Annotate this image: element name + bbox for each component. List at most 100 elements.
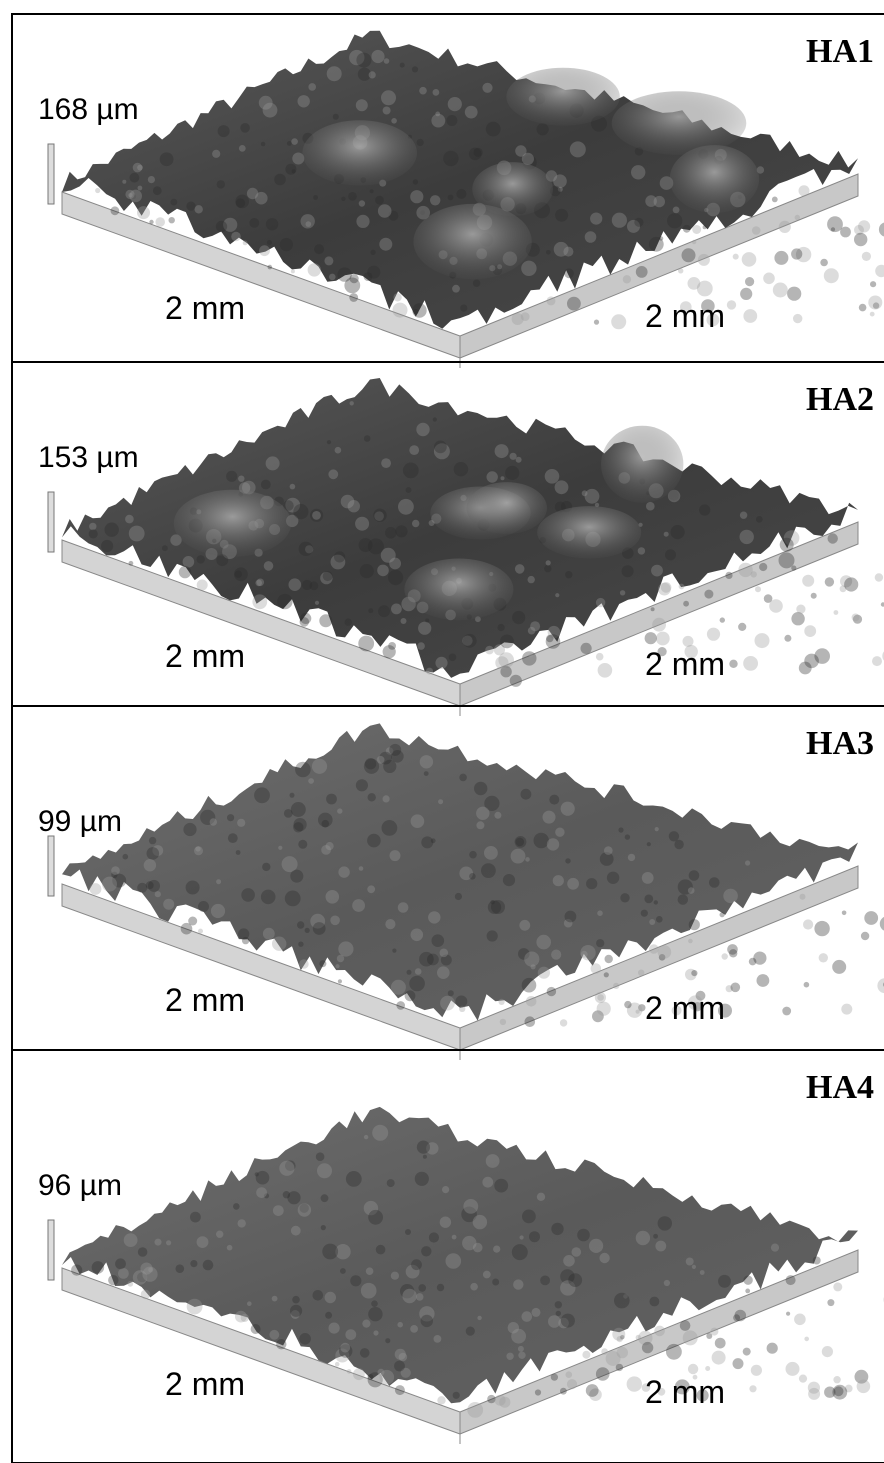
texture <box>749 1385 756 1392</box>
texture <box>233 1203 240 1210</box>
texture <box>162 545 168 551</box>
texture <box>561 1314 575 1328</box>
texture <box>349 293 358 302</box>
texture <box>566 1371 573 1378</box>
texture <box>771 1244 779 1252</box>
texture <box>628 854 635 861</box>
texture <box>403 463 419 479</box>
texture <box>745 860 750 865</box>
texture <box>300 617 310 627</box>
texture <box>383 760 396 773</box>
texture <box>547 296 556 305</box>
texture <box>108 1275 118 1285</box>
texture <box>649 919 655 925</box>
texture <box>733 1358 744 1369</box>
texture <box>216 221 227 232</box>
texture <box>409 976 425 992</box>
texture <box>813 1257 821 1265</box>
texture <box>656 632 670 646</box>
texture <box>358 636 374 652</box>
texture <box>255 192 268 205</box>
texture <box>822 1346 833 1357</box>
texture <box>534 833 549 848</box>
texture <box>446 115 457 126</box>
texture <box>428 911 440 923</box>
texture <box>515 836 527 848</box>
texture <box>638 970 644 976</box>
texture <box>364 759 379 774</box>
texture <box>176 1264 185 1273</box>
texture <box>337 955 344 962</box>
texture <box>492 1279 499 1286</box>
texture <box>329 274 336 281</box>
texture <box>709 877 720 888</box>
texture <box>581 643 592 654</box>
texture <box>155 891 161 897</box>
texture <box>638 547 645 554</box>
texture <box>799 1375 807 1383</box>
z-scale <box>48 1220 54 1280</box>
texture <box>722 953 728 959</box>
texture <box>627 1376 642 1391</box>
texture <box>272 937 286 951</box>
texture <box>486 122 501 137</box>
texture <box>556 1311 561 1316</box>
texture <box>594 320 599 325</box>
texture <box>278 846 282 850</box>
texture <box>348 192 357 201</box>
texture <box>262 863 270 871</box>
bump <box>506 68 619 126</box>
texture <box>440 996 455 1011</box>
texture <box>393 293 401 301</box>
texture <box>179 566 191 578</box>
texture <box>512 1244 528 1260</box>
texture <box>347 1369 352 1374</box>
texture <box>520 1235 524 1239</box>
texture <box>474 782 487 795</box>
y-length: 2 mm <box>645 646 725 682</box>
texture <box>751 1365 762 1376</box>
texture <box>476 807 489 820</box>
texture <box>819 953 828 962</box>
texture <box>570 141 586 157</box>
texture <box>335 447 342 454</box>
texture <box>369 71 376 78</box>
texture <box>650 1297 660 1307</box>
texture <box>319 614 332 627</box>
texture <box>522 978 537 993</box>
texture <box>605 955 613 963</box>
texture <box>678 268 683 273</box>
texture <box>326 842 334 850</box>
texture <box>382 820 398 836</box>
texture <box>586 1384 599 1397</box>
texture <box>137 206 150 219</box>
y-length: 2 mm <box>645 298 725 334</box>
texture <box>434 441 447 454</box>
texture <box>522 1311 533 1322</box>
texture <box>841 1004 852 1015</box>
texture <box>482 1177 493 1188</box>
texture <box>435 657 447 669</box>
texture <box>433 417 437 421</box>
texture <box>598 663 613 678</box>
texture <box>437 1284 444 1291</box>
texture <box>742 252 757 267</box>
texture <box>210 818 217 825</box>
texture <box>683 225 691 233</box>
texture <box>604 972 609 977</box>
texture <box>582 1351 590 1359</box>
texture <box>144 859 156 871</box>
texture <box>499 999 505 1005</box>
texture <box>345 1329 356 1340</box>
texture <box>346 1171 362 1187</box>
texture <box>411 814 425 828</box>
texture <box>129 561 134 566</box>
texture <box>870 281 876 287</box>
texture <box>379 238 392 251</box>
texture <box>298 1203 311 1216</box>
texture <box>387 1179 395 1187</box>
texture <box>319 960 326 967</box>
height-label: 96 µm <box>38 1169 122 1202</box>
texture <box>459 774 467 782</box>
texture <box>89 523 96 530</box>
